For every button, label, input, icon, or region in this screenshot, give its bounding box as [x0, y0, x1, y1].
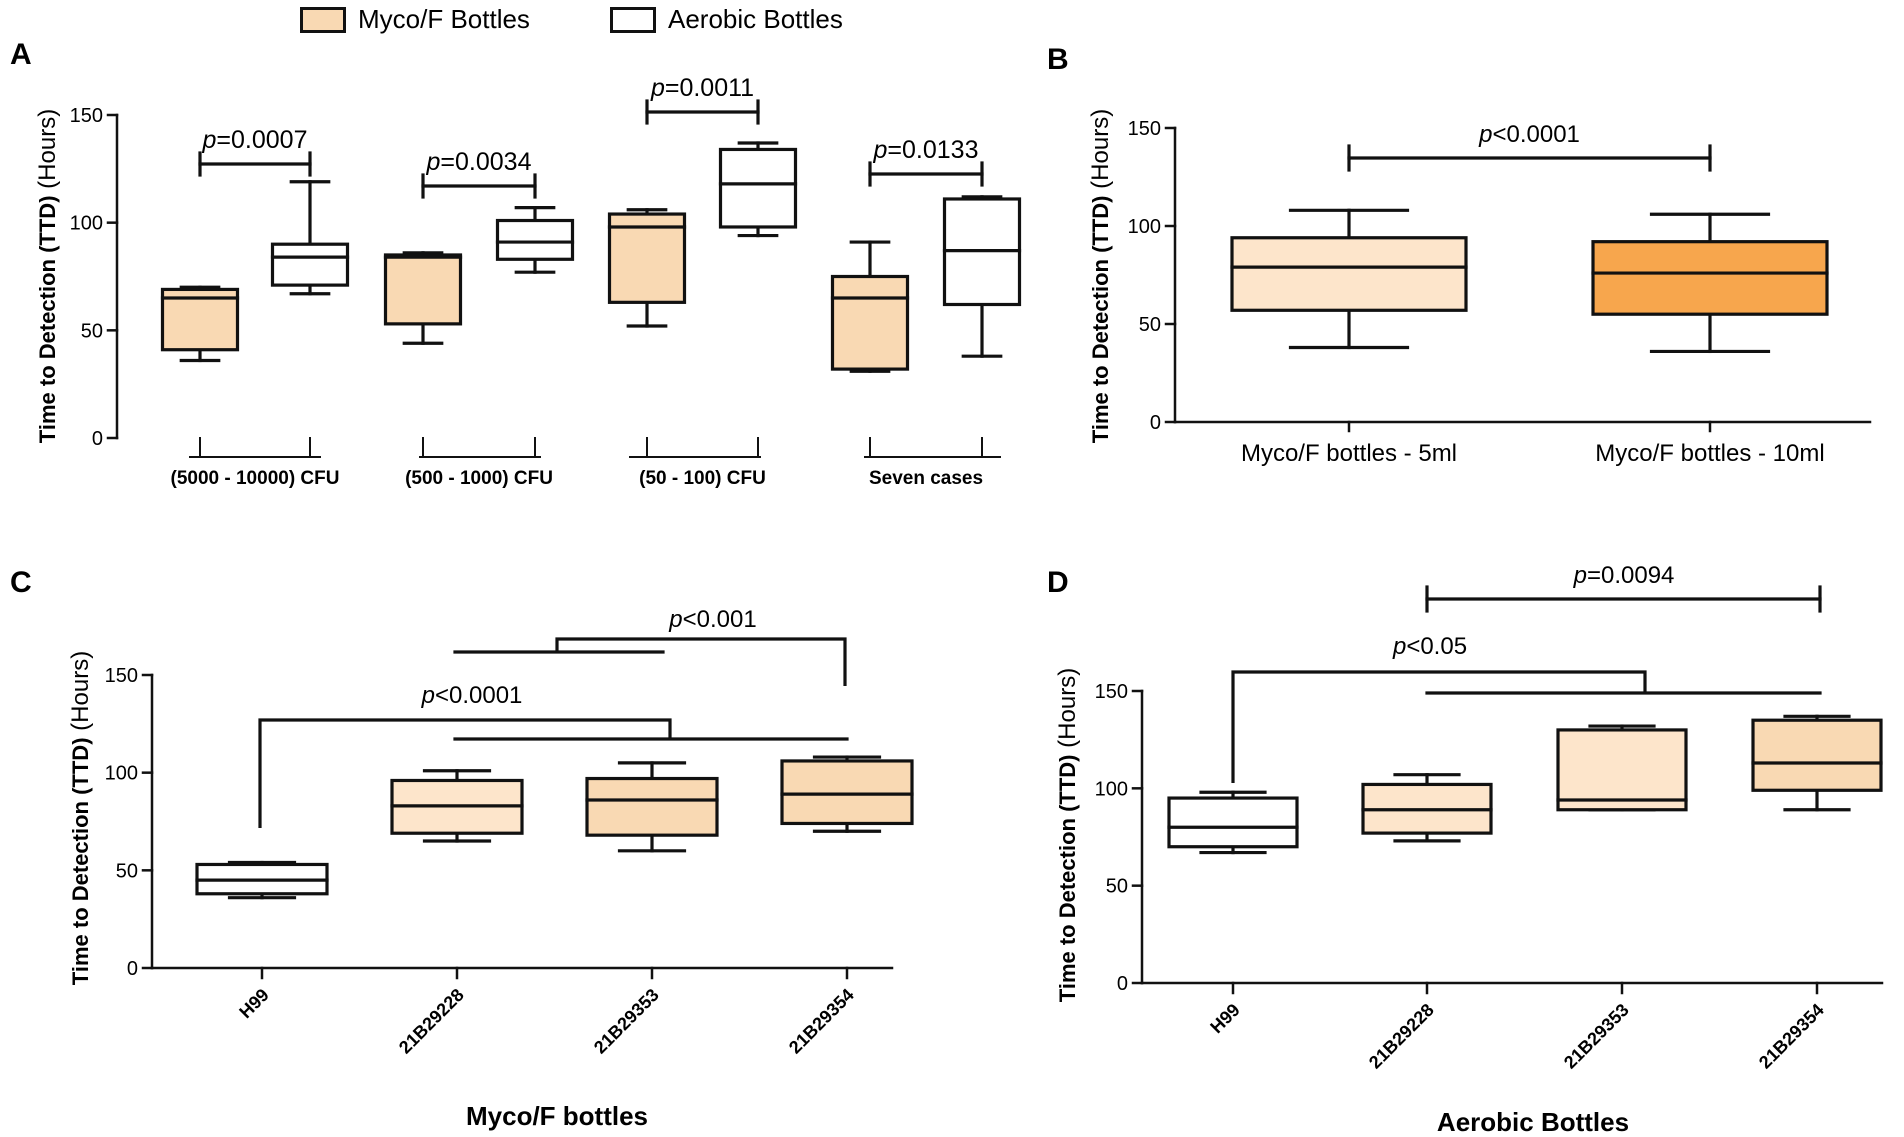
panel-d-y-tick-label: 0 [1117, 973, 1128, 995]
panel-c-bracket-h99 [258, 718, 672, 828]
panel-a-y-tick-label: 150 [70, 105, 103, 127]
panel-a-myco-box-1-box [383, 253, 463, 326]
panel-a-y-tick-label: 100 [70, 213, 103, 235]
panel-c-p-value-1: p<0.001 [668, 606, 756, 633]
panel-a-aerobic-box-1-box [495, 218, 575, 261]
panel-d-p-value-1: p=0.0094 [1573, 562, 1675, 589]
legend-label-aerobic: Aerobic Bottles [668, 4, 843, 34]
panel-d-y-axis-label: Time to Detection (TTD) (Hours) [1054, 668, 1081, 1002]
panel-d-box-3-box [1751, 718, 1883, 792]
panel-c-category-label-0: H99 [235, 985, 272, 1022]
panel-c-y-tick-label: 0 [127, 958, 138, 980]
panel-b-y-tick-label: 150 [1128, 118, 1161, 140]
panel-a-p-value-0: p=0.0007 [202, 126, 308, 154]
panel-a-aerobic-box-2-box [718, 147, 798, 229]
panel-a-myco-box-2-box [607, 212, 687, 304]
panel-d-y-tick-label: 100 [1095, 778, 1128, 800]
panel-b-category-label-1: Myco/F bottles - 10ml [1595, 440, 1824, 467]
panel-d-category-label-2: 21B29353 [1560, 1000, 1633, 1073]
panel-a-y-tick-label: 0 [92, 428, 103, 450]
panel-label-c: C [10, 566, 32, 599]
panel-c-category-label-1: 21B29228 [395, 985, 468, 1058]
panel-a-category-label-2: (50 - 100) CFU [639, 468, 766, 489]
panel-d-bracket-h99 [1231, 670, 1647, 783]
panel-label-d: D [1047, 566, 1069, 599]
panel-b-p-value: p<0.0001 [1478, 121, 1580, 148]
panel-c-y-tick-label: 100 [105, 763, 138, 785]
panel-a-category-label-3: Seven cases [869, 468, 983, 489]
panel-b-y-tick-label: 50 [1139, 314, 1161, 336]
panel-b-y-tick-label: 0 [1150, 412, 1161, 434]
panel-c-box-2-box [585, 776, 719, 837]
panel-c-p-value-0: p<0.0001 [421, 682, 523, 709]
panel-c-y-axis-label: Time to Detection (TTD) (Hours) [67, 651, 94, 985]
panel-a-category-label-1: (500 - 1000) CFU [405, 468, 553, 489]
panel-c-bracket-21b29354 [555, 637, 847, 686]
panel-d-category-label-0: H99 [1206, 1000, 1243, 1037]
panel-d-category-label-1: 21B29228 [1365, 1000, 1438, 1073]
legend-aerobic: Aerobic Bottles [610, 4, 843, 35]
panel-d-box-2-box [1556, 728, 1688, 812]
panel-b-y-axis-label: Time to Detection (TTD) (Hours) [1087, 109, 1114, 443]
panel-a-myco-box-3-box [830, 274, 910, 371]
panel-c-box-3-box [780, 759, 914, 826]
legend-myco: Myco/F Bottles [300, 4, 530, 35]
legend-swatch-aerobic [610, 6, 656, 33]
panel-c-category-label-3: 21B29354 [785, 985, 858, 1058]
panel-a-p-value-1: p=0.0034 [426, 148, 532, 176]
panel-d-box-0-box [1167, 796, 1299, 849]
panel-c-y-tick-label: 150 [105, 665, 138, 687]
panel-d-x-axis-title: Aerobic Bottles [1437, 1107, 1629, 1137]
panel-b-category-label-0: Myco/F bottles - 5ml [1241, 440, 1457, 467]
panel-d-y-tick-label: 150 [1095, 681, 1128, 703]
panel-d-p-value-0: p<0.05 [1392, 633, 1467, 660]
panel-label-b: B [1047, 43, 1069, 76]
panel-d-category-label-3: 21B29354 [1755, 1000, 1828, 1073]
panel-c-category-label-2: 21B29353 [590, 985, 663, 1058]
panel-b-box-0-box [1230, 236, 1468, 312]
panel-a-y-tick-label: 50 [81, 320, 103, 342]
panel-b-y-tick-label: 100 [1128, 216, 1161, 238]
panel-b-box-1-box [1591, 240, 1829, 316]
panel-d-y-tick-label: 50 [1106, 876, 1128, 898]
legend-swatch-myco [300, 6, 346, 33]
panel-label-a: A [10, 38, 32, 71]
panel-c-y-tick-label: 50 [116, 860, 138, 882]
panel-a-p-value-3: p=0.0133 [873, 136, 979, 164]
legend-label-myco: Myco/F Bottles [358, 4, 530, 34]
panel-a-category-label-0: (5000 - 10000) CFU [171, 468, 340, 489]
panel-a-y-axis-label: Time to Detection (TTD) (Hours) [34, 109, 61, 443]
panel-a-aerobic-box-0-box [270, 242, 350, 287]
panel-a-p-value-2: p=0.0011 [650, 74, 754, 102]
panel-c-x-axis-title: Myco/F bottles [466, 1101, 648, 1131]
